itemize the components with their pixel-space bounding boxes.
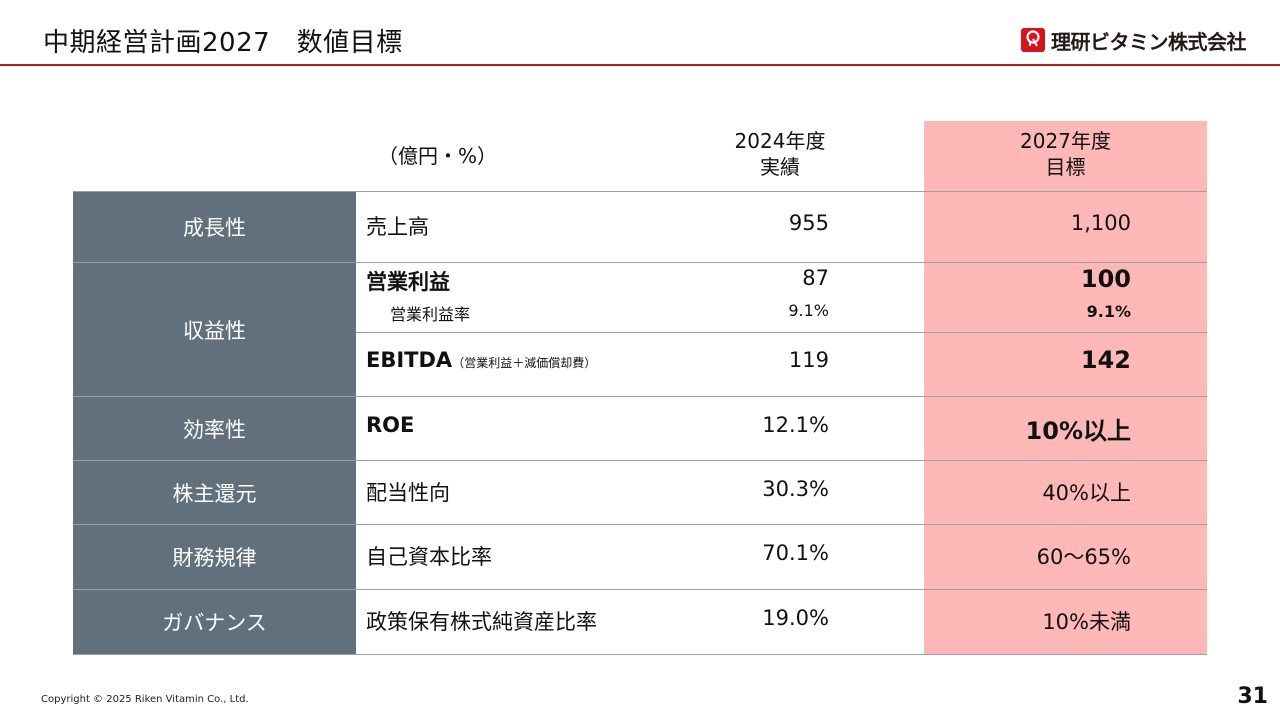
row-roe-2027: 10%以上: [1025, 417, 1131, 445]
row-equity-ratio-2024: 70.1%: [762, 541, 829, 565]
target-column-background: [924, 121, 1207, 654]
column-header-2027-type: 目標: [1045, 155, 1086, 179]
row-operating-margin-label: 営業利益率: [390, 305, 471, 324]
category-profitability: 収益性: [73, 263, 356, 396]
page-number: 31: [1237, 684, 1268, 709]
table-rule: [73, 589, 1207, 590]
table-rule: [356, 332, 1207, 333]
category-shareholder-return: 株主還元: [73, 461, 356, 524]
category-growth: 成長性: [73, 192, 356, 262]
column-header-2027-year: 2027年度: [1020, 129, 1111, 153]
table-rule: [73, 262, 1207, 263]
column-header-2024-type: 実績: [760, 155, 800, 179]
category-efficiency: 効率性: [73, 397, 356, 460]
row-equity-ratio-label: 自己資本比率: [366, 545, 492, 569]
riken-logo-icon: [1021, 28, 1045, 52]
column-header-2024: 2024年度 実績: [695, 128, 865, 180]
row-payout-ratio-2027: 40%以上: [1042, 481, 1131, 505]
row-ebitda-2027: 142: [1080, 346, 1131, 374]
row-payout-ratio-label: 配当性向: [366, 481, 450, 505]
table-rule: [73, 191, 1207, 192]
row-roe-2024: 12.1%: [762, 413, 829, 437]
row-ebitda-name: EBITDA: [366, 348, 453, 372]
row-roe-label: ROE: [366, 413, 415, 437]
company-name: 理研ビタミン株式会社: [1051, 29, 1247, 54]
row-sales-label: 売上高: [366, 215, 429, 239]
row-payout-ratio-2024: 30.3%: [762, 477, 829, 501]
row-operating-profit-2024: 87: [802, 266, 829, 290]
row-operating-profit-label: 営業利益: [366, 270, 450, 294]
row-sales-2024: 955: [788, 211, 829, 235]
row-cross-shareholdings-2027: 10%未満: [1042, 610, 1131, 634]
row-equity-ratio-2027: 60～65%: [1036, 545, 1131, 569]
row-operating-margin-2027: 9.1%: [1086, 302, 1131, 321]
table-rule: [73, 654, 1207, 655]
row-ebitda-2024: 119: [788, 348, 829, 372]
column-header-2024-year: 2024年度: [734, 129, 826, 153]
row-sales-2027: 1,100: [1070, 211, 1131, 235]
category-governance: ガバナンス: [73, 590, 356, 654]
row-ebitda-label: EBITDA（営業利益＋減価償却費）: [366, 348, 596, 372]
row-ebitda-note: （営業利益＋減価償却費）: [452, 356, 597, 370]
row-cross-shareholdings-label: 政策保有株式純資産比率: [366, 610, 597, 634]
table-rule: [73, 460, 1207, 461]
table-rule: [73, 396, 1207, 397]
company-logo: 理研ビタミン株式会社: [1021, 27, 1247, 54]
category-financial-discipline: 財務規律: [73, 525, 356, 589]
row-cross-shareholdings-2024: 19.0%: [762, 606, 829, 630]
row-operating-margin-2024: 9.1%: [788, 301, 829, 320]
column-header-2027: 2027年度 目標: [924, 128, 1207, 180]
page-title: 中期経営計画2027 数値目標: [43, 28, 403, 58]
header-divider: [0, 64, 1280, 66]
row-operating-profit-2027: 100: [1080, 265, 1131, 293]
table-rule: [73, 524, 1207, 525]
copyright-notice: Copyright © 2025 Riken Vitamin Co., Ltd.: [41, 694, 249, 705]
unit-label: （億円・%）: [378, 144, 498, 168]
